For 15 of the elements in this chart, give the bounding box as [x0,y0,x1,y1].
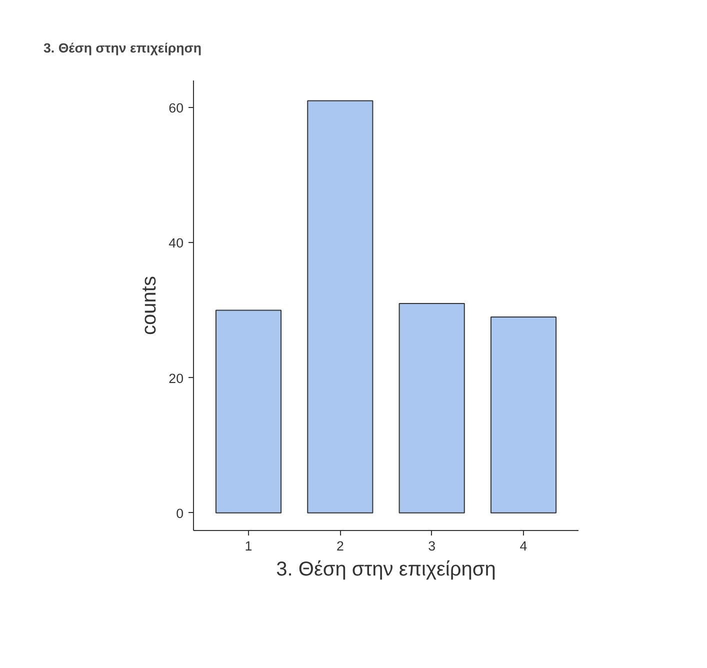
bar [215,310,282,514]
y-tick-label: 0 [176,506,184,521]
y-axis-title: counts [138,276,161,335]
y-tick-label: 60 [168,100,184,116]
x-tick-label: 3 [428,538,436,554]
x-tick-label: 2 [336,538,344,554]
chart-title: 3. Θέση στην επιχείρηση [44,40,202,56]
bar [490,316,557,514]
x-axis-title: 3. Θέση στην επιχείρηση [276,558,496,580]
bar [398,302,465,514]
y-tick-label: 40 [168,236,184,251]
x-tick-label: 4 [520,538,528,554]
x-tick-label: 1 [244,538,252,554]
bar [307,100,374,514]
y-tick-label: 20 [168,370,184,386]
